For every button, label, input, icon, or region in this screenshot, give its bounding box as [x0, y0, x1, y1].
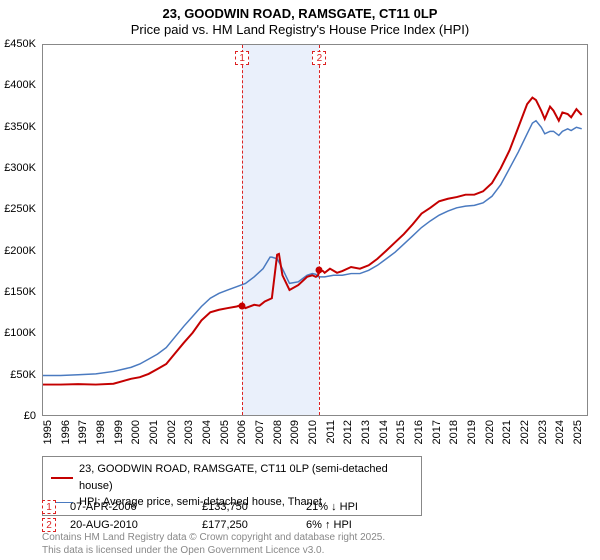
legend-label: 23, GOODWIN ROAD, RAMSGATE, CT11 0LP (se…: [79, 461, 413, 494]
y-axis-label: £300K: [4, 162, 36, 174]
x-axis-label: 2020: [484, 420, 496, 444]
x-axis-label: 2016: [413, 420, 425, 444]
transaction-row: 1 07-APR-2006 £133,750 21% ↓ HPI: [42, 498, 588, 516]
x-axis-label: 2009: [289, 420, 301, 444]
x-axis-label: 2024: [554, 420, 566, 444]
series-price_paid: [43, 98, 582, 385]
y-axis-label: £0: [24, 410, 36, 422]
line-chart: 12: [42, 44, 588, 416]
x-axis-label: 2022: [519, 420, 531, 444]
attribution: Contains HM Land Registry data © Crown c…: [42, 532, 385, 557]
event-line: [319, 45, 320, 415]
x-axis-label: 1995: [42, 420, 54, 444]
y-axis-label: £400K: [4, 79, 36, 91]
x-axis-label: 2025: [572, 420, 584, 444]
transaction-diff: 21% ↓ HPI: [306, 501, 416, 513]
x-axis-label: 2013: [360, 420, 372, 444]
x-axis-label: 1998: [95, 420, 107, 444]
page-title-line1: 23, GOODWIN ROAD, RAMSGATE, CT11 0LP: [0, 6, 600, 22]
y-axis-label: £350K: [4, 121, 36, 133]
x-axis-label: 1999: [113, 420, 125, 444]
x-axis-label: 1997: [77, 420, 89, 444]
x-axis-label: 2017: [431, 420, 443, 444]
x-axis-label: 2003: [183, 420, 195, 444]
y-axis-label: £200K: [4, 245, 36, 257]
x-axis-label: 2010: [307, 420, 319, 444]
x-axis: 1995 1996 1997 1998 1999 2000 2001 2002 2003 2004…: [42, 418, 588, 452]
x-axis-label: 2012: [342, 420, 354, 444]
x-axis-label: 2015: [395, 420, 407, 444]
y-axis-label: £250K: [4, 203, 36, 215]
series-hpi: [43, 121, 582, 376]
page-title-line2: Price paid vs. HM Land Registry's House …: [0, 22, 600, 38]
y-axis: £0£50K£100K£150K£200K£250K£300K£350K£400…: [0, 44, 40, 416]
x-axis-label: 2002: [166, 420, 178, 444]
event-line: [242, 45, 243, 415]
x-axis-label: 2000: [130, 420, 142, 444]
y-axis-label: £450K: [4, 38, 36, 50]
x-axis-label: 2014: [378, 420, 390, 444]
transaction-date: 07-APR-2006: [70, 501, 188, 513]
x-axis-label: 2023: [537, 420, 549, 444]
transaction-diff: 6% ↑ HPI: [306, 519, 416, 531]
event-marker: 1: [235, 51, 249, 65]
x-axis-label: 2004: [201, 420, 213, 444]
event-dot: [239, 303, 246, 310]
x-axis-label: 2007: [254, 420, 266, 444]
transaction-marker: 1: [42, 500, 56, 514]
y-axis-label: £150K: [4, 286, 36, 298]
x-axis-label: 2005: [219, 420, 231, 444]
transaction-marker: 2: [42, 518, 56, 532]
attribution-line1: Contains HM Land Registry data © Crown c…: [42, 532, 385, 545]
x-axis-label: 2011: [325, 420, 337, 444]
attribution-line2: This data is licensed under the Open Gov…: [42, 545, 385, 558]
transactions-table: 1 07-APR-2006 £133,750 21% ↓ HPI 2 20-AUG-201…: [42, 498, 588, 534]
x-axis-label: 2018: [448, 420, 460, 444]
event-marker: 2: [312, 51, 326, 65]
y-axis-label: £100K: [4, 327, 36, 339]
event-dot: [316, 267, 323, 274]
legend-swatch: [51, 477, 73, 479]
chart-series: [43, 45, 587, 415]
x-axis-label: 2006: [236, 420, 248, 444]
x-axis-label: 2008: [272, 420, 284, 444]
transaction-price: £177,250: [202, 519, 292, 531]
x-axis-label: 1996: [60, 420, 72, 444]
legend-item: 23, GOODWIN ROAD, RAMSGATE, CT11 0LP (se…: [51, 461, 413, 494]
transaction-date: 20-AUG-2010: [70, 519, 188, 531]
transaction-price: £133,750: [202, 501, 292, 513]
x-axis-label: 2021: [501, 420, 513, 444]
x-axis-label: 2019: [466, 420, 478, 444]
x-axis-label: 2001: [148, 420, 160, 444]
y-axis-label: £50K: [10, 369, 36, 381]
